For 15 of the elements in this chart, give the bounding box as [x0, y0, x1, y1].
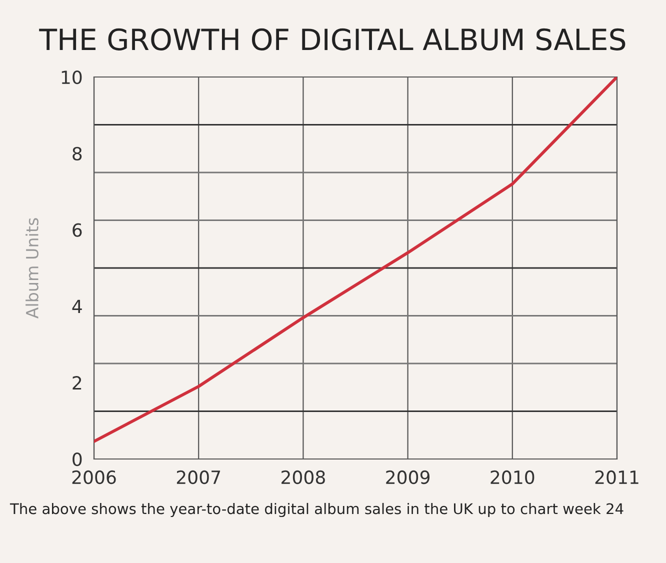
- text: The above shows the year-to-date digital album sales in the UK up to chart week 24: [10, 502, 624, 518]
- chart-title: THE GROWTH OF DIGITAL ALBUM SALES: [39, 28, 626, 50]
- y-axis-title: Album Units: [26, 218, 38, 319]
- x-tick-label: 2010: [490, 470, 534, 484]
- y-tick-label: 2: [72, 376, 82, 390]
- y-tick-label: 8: [72, 146, 82, 161]
- x-tick-label: 2009: [386, 470, 430, 484]
- x-tick-label: 2008: [282, 470, 325, 484]
- x-tick-label: 2011: [595, 470, 638, 484]
- y-tick-label: 0: [72, 452, 82, 466]
- x-tick-label: 2006: [72, 470, 116, 484]
- y-tick-label: 4: [72, 300, 82, 314]
- y-tick-label: 10: [62, 70, 82, 84]
- y-tick-label: 6: [72, 223, 82, 237]
- x-tick-label: 2007: [176, 470, 220, 484]
